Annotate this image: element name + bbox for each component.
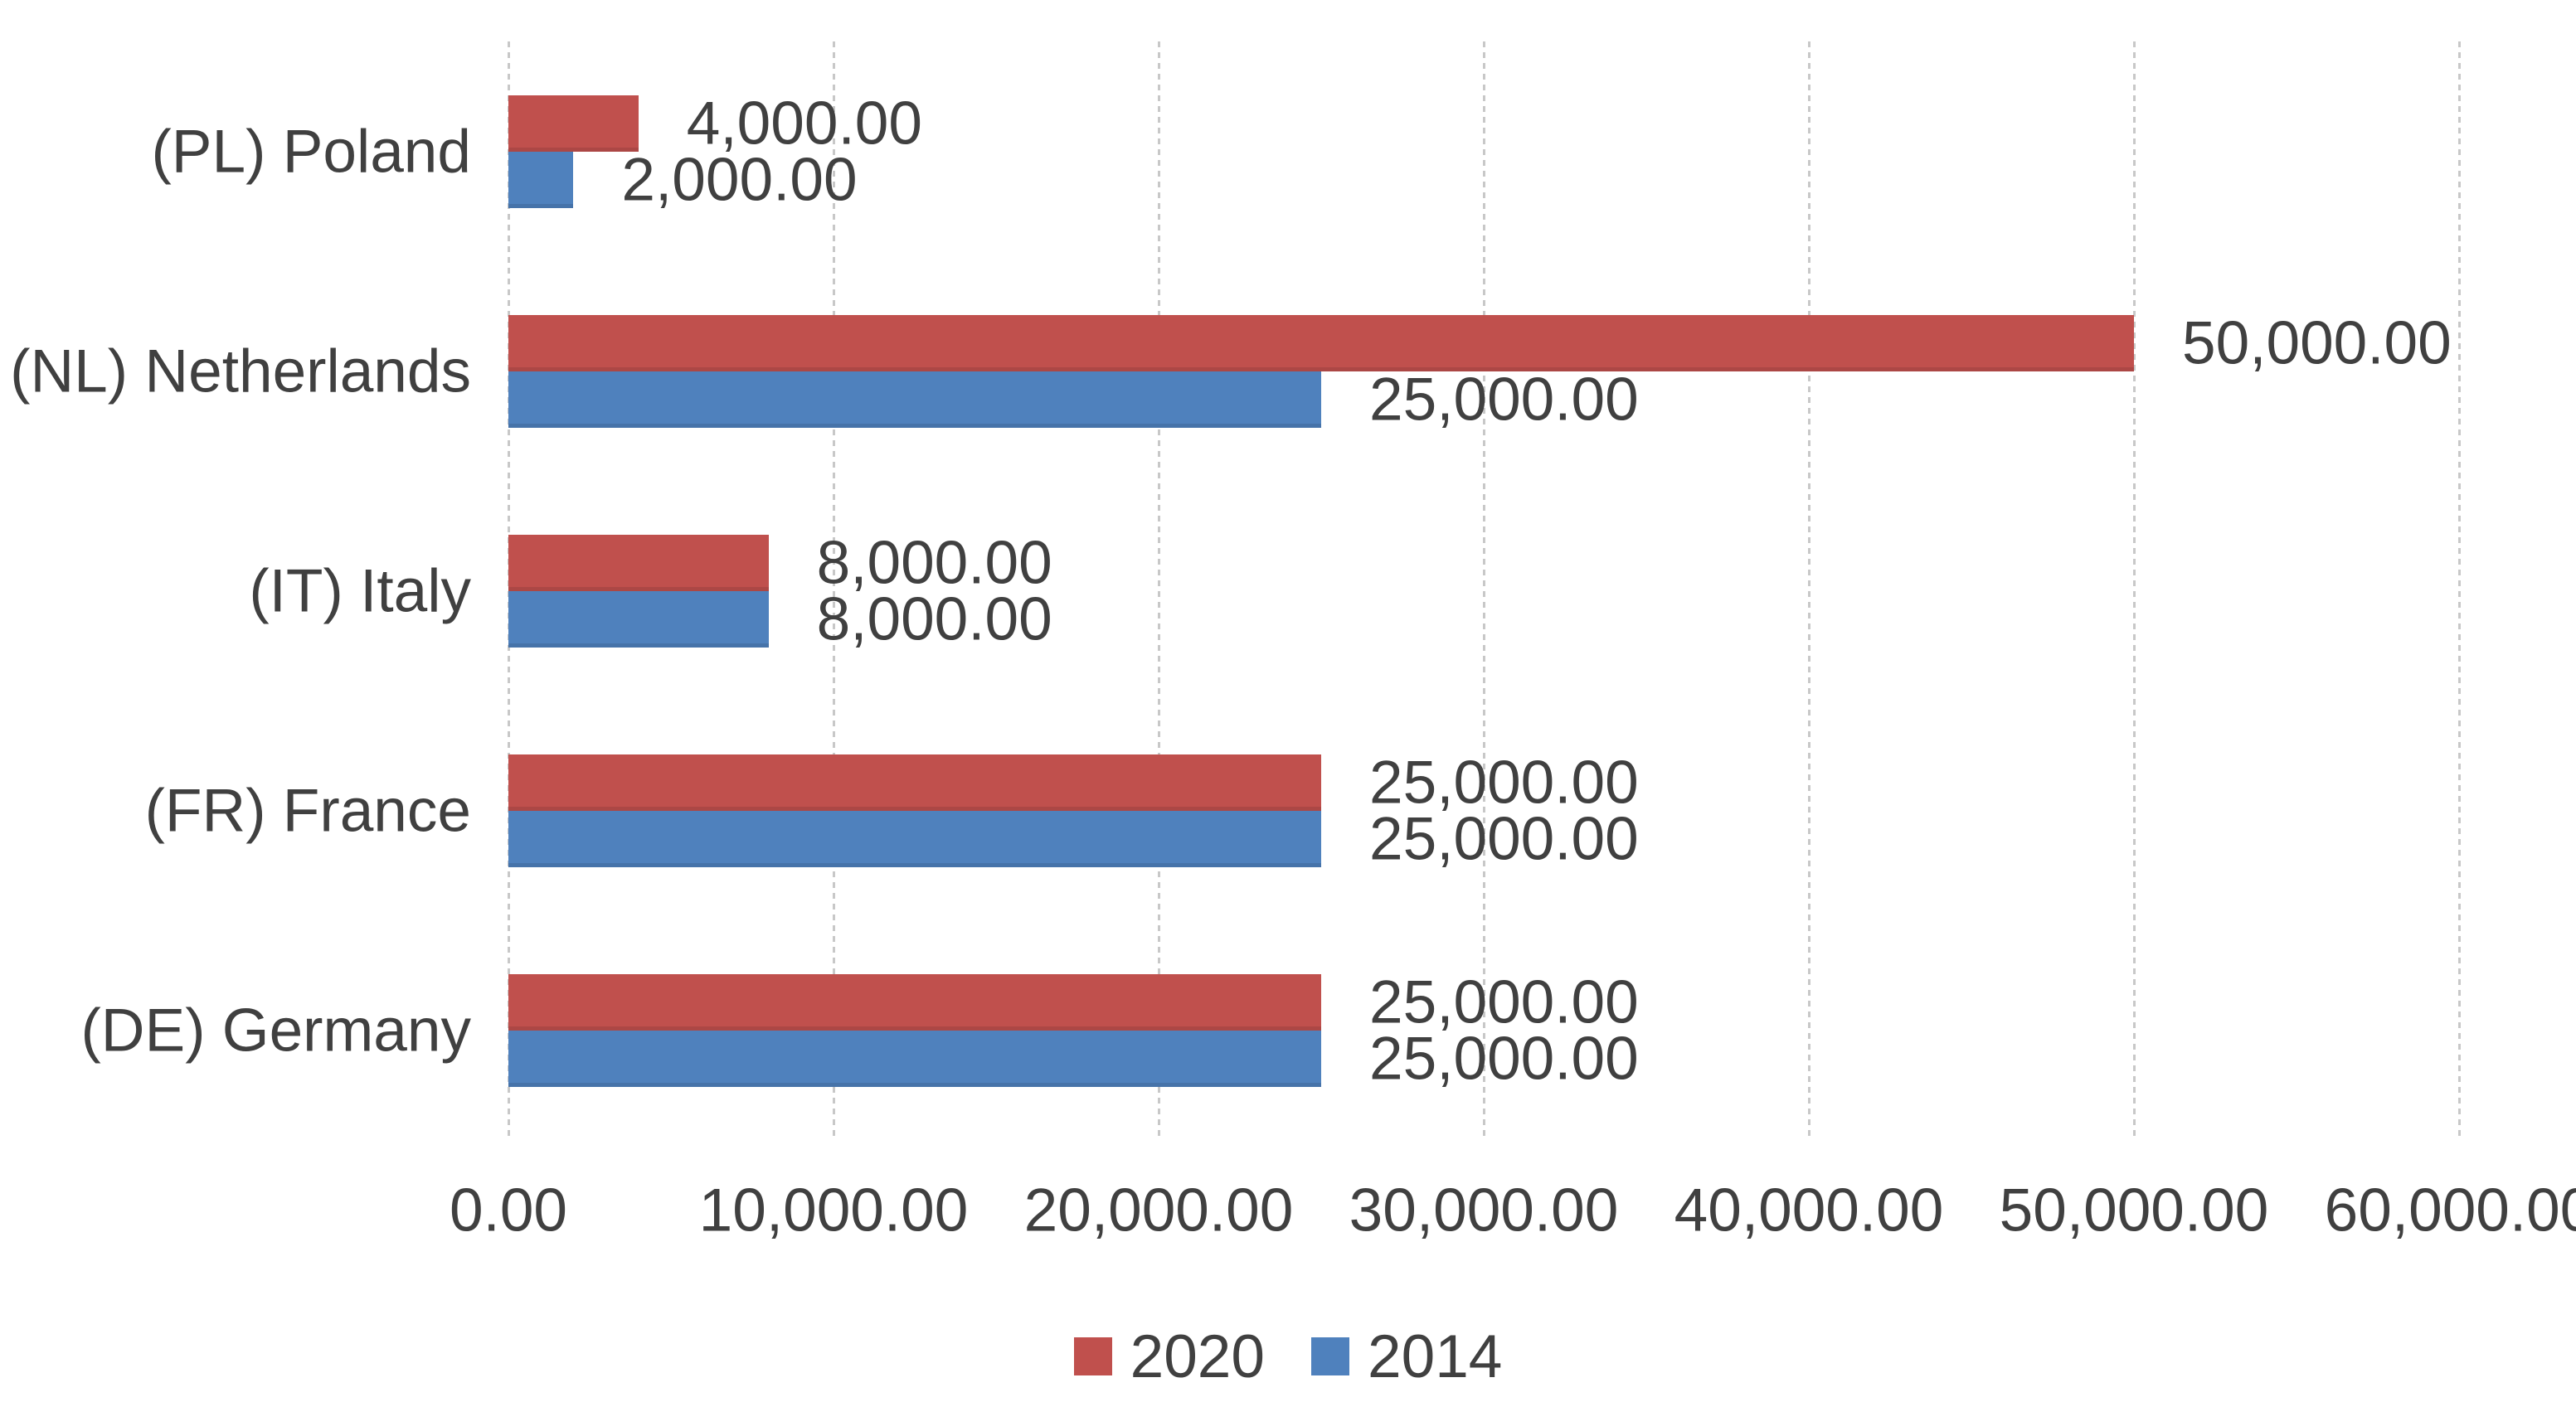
legend-swatch-2020 [1073, 1337, 1112, 1375]
x-tick-label: 60,000.00 [2324, 1176, 2576, 1244]
bar-value-label: 25,000.00 [1369, 749, 1639, 816]
x-tick-label: 50,000.00 [1999, 1176, 2269, 1244]
gridline [2133, 41, 2136, 1140]
gridline [1808, 41, 1810, 1140]
bar-value-label: 8,000.00 [816, 529, 1052, 596]
category-label: (PL) Poland [151, 118, 472, 185]
x-tick-label: 30,000.00 [1349, 1176, 1619, 1244]
bar-value-label: 4,000.00 [686, 90, 922, 157]
bar-2014 [508, 810, 1321, 867]
legend-item-2014: 2014 [1311, 1327, 1502, 1387]
legend-swatch-2014 [1311, 1337, 1349, 1375]
bar-value-label: 25,000.00 [1369, 968, 1639, 1036]
bar-2020 [508, 754, 1321, 811]
bar-2020 [508, 973, 1321, 1031]
bar-2014 [508, 590, 769, 648]
bar-2020 [508, 534, 769, 591]
gridline [1483, 41, 1485, 1140]
gridline [833, 41, 835, 1140]
bar-2020 [508, 314, 2134, 371]
bar-2020 [508, 95, 639, 152]
bar-value-label: 25,000.00 [1369, 366, 1639, 433]
bar-2014 [508, 1030, 1321, 1087]
bar-value-label: 2,000.00 [621, 146, 858, 213]
category-label: (DE) Germany [80, 997, 471, 1064]
gridline [2458, 41, 2461, 1140]
gridline [1158, 41, 1160, 1140]
category-label: (IT) Italy [249, 557, 471, 624]
bar-value-label: 8,000.00 [816, 585, 1052, 652]
bar-2014 [508, 371, 1321, 428]
legend-label-2020: 2020 [1130, 1322, 1265, 1390]
category-label: (NL) Netherlands [10, 337, 471, 405]
x-tick-label: 20,000.00 [1023, 1176, 1294, 1244]
bar-2014 [508, 151, 574, 208]
legend: 2020 2014 [0, 1322, 2576, 1390]
bar-value-label: 25,000.00 [1369, 805, 1639, 872]
x-tick-label: 40,000.00 [1674, 1176, 1944, 1244]
category-label: (FR) France [144, 777, 471, 844]
bar-value-label: 25,000.00 [1369, 1025, 1639, 1092]
x-tick-label: 0.00 [449, 1176, 568, 1244]
x-tick-label: 10,000.00 [698, 1176, 969, 1244]
legend-item-2020: 2020 [1073, 1322, 1265, 1390]
legend-label-2014: 2014 [1368, 1322, 1503, 1390]
bar-value-label: 50,000.00 [2182, 309, 2452, 376]
